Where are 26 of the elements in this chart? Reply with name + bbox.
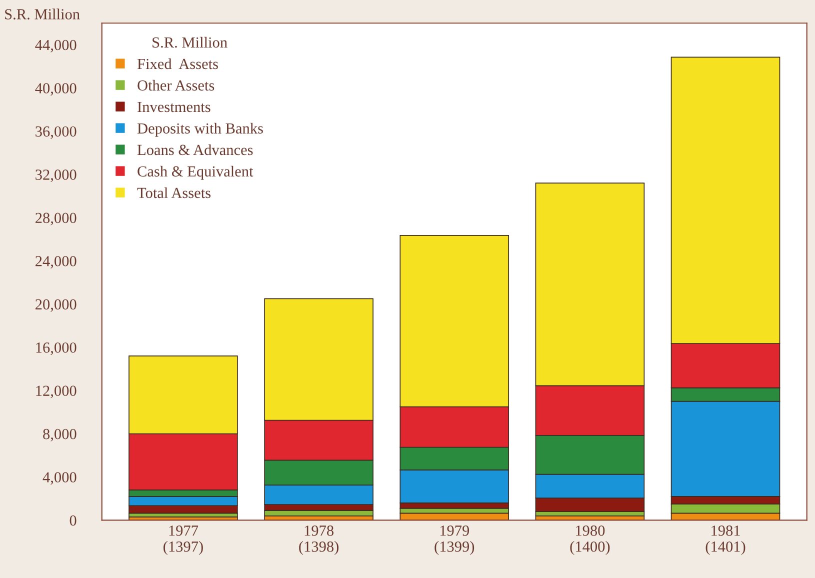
y-tick-label: 40,000	[35, 83, 76, 96]
legend-label: Deposits with Banks	[137, 122, 263, 137]
y-tick-label: 32,000	[36, 170, 76, 182]
x-tick-label: 1980 (1400)	[570, 526, 610, 555]
y-tick-label: 36,000	[36, 126, 76, 139]
y-tick-label: 12,000	[36, 386, 76, 398]
legend-label: Investments	[138, 102, 210, 112]
x-tick-label: 1979 (1399)	[434, 526, 474, 555]
legend-label: Other Assets	[138, 80, 214, 91]
legend-label: Fixed Assets	[137, 58, 218, 70]
y-tick-label: 16,000	[36, 342, 76, 355]
y-tick-label: 20,000	[36, 299, 76, 312]
y-tick-label: 24,000	[36, 256, 76, 269]
legend-label: Cash & Equivalent	[138, 166, 254, 180]
x-tick-label: 1977 (1397)	[164, 526, 203, 555]
y-tick-label: 44,000	[35, 40, 76, 52]
y-tick-label: 4,000	[42, 472, 76, 485]
legend-label: Loans & Advances	[137, 144, 253, 156]
y-axis-title: S.R. Million	[5, 8, 80, 20]
x-tick-label: 1978 (1398)	[299, 526, 338, 555]
y-tick-label: 28,000	[36, 212, 76, 226]
legend-title: S.R. Million	[152, 36, 228, 48]
y-tick-label: 8,000	[43, 428, 76, 442]
y-tick-label: 0	[70, 515, 76, 526]
x-tick-label: 1981 (1401)	[706, 526, 746, 555]
legend-label: Total Assets	[137, 187, 211, 198]
